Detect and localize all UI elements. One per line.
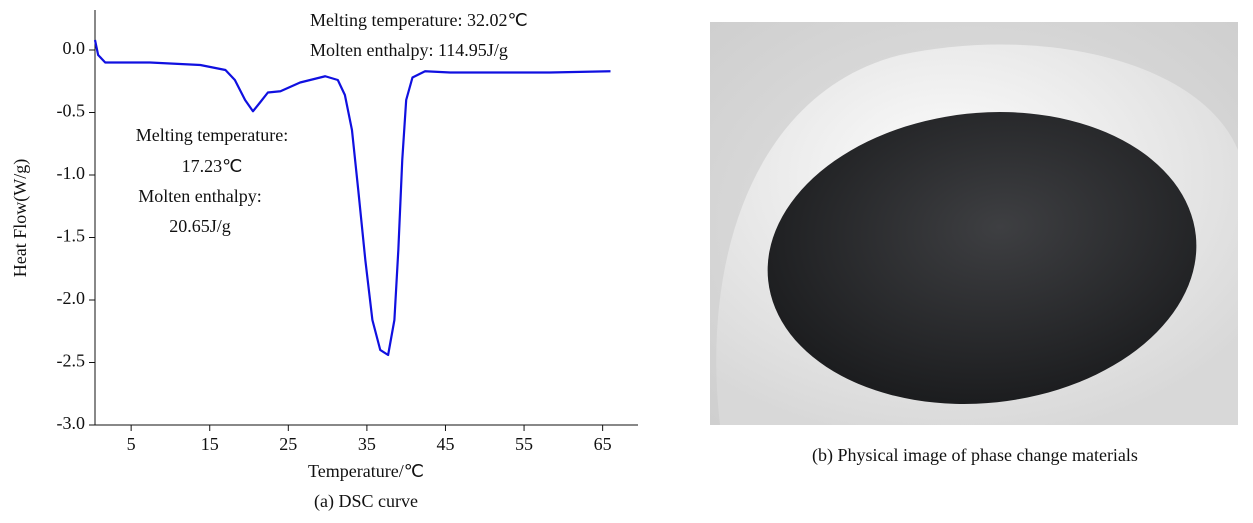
x-tick-label: 15 xyxy=(201,434,219,454)
bowl xyxy=(716,44,1238,425)
y-tick-label: -1.5 xyxy=(57,226,86,246)
annotation: Melting temperature: xyxy=(136,125,288,145)
y-tick-label: -1.0 xyxy=(57,163,86,183)
y-tick-label: -0.5 xyxy=(57,101,86,121)
x-tick-label: 65 xyxy=(594,434,612,454)
photo-background xyxy=(710,22,1238,425)
annotation: 17.23℃ xyxy=(182,156,243,176)
x-axis-label: Temperature/℃ xyxy=(308,461,424,481)
x-tick-label: 5 xyxy=(127,434,136,454)
y-tick-label: -2.0 xyxy=(57,288,86,308)
annotation: Molten enthalpy: 114.95J/g xyxy=(310,40,508,60)
y-tick-label: -3.0 xyxy=(57,413,86,433)
y-axis-label: Heat Flow(W/g) xyxy=(10,159,31,277)
x-tick-label: 35 xyxy=(358,434,376,454)
annotation: Melting temperature: 32.02℃ xyxy=(310,10,528,30)
annotation: Molten enthalpy: xyxy=(138,186,261,206)
photo-caption: (b) Physical image of phase change mater… xyxy=(812,445,1138,465)
y-tick-label: 0.0 xyxy=(63,38,86,58)
annotation: 20.65J/g xyxy=(169,216,231,236)
line-series xyxy=(93,39,611,357)
powder xyxy=(767,112,1197,404)
x-tick-label: 25 xyxy=(279,434,297,454)
x-tick-label: 55 xyxy=(515,434,533,454)
y-tick-label: -2.5 xyxy=(57,351,86,371)
chart: Melting temperature: 32.02℃ Molten entha… xyxy=(10,10,638,512)
x-tick-label: 45 xyxy=(436,434,454,454)
caption: (a) DSC curve xyxy=(314,491,418,512)
